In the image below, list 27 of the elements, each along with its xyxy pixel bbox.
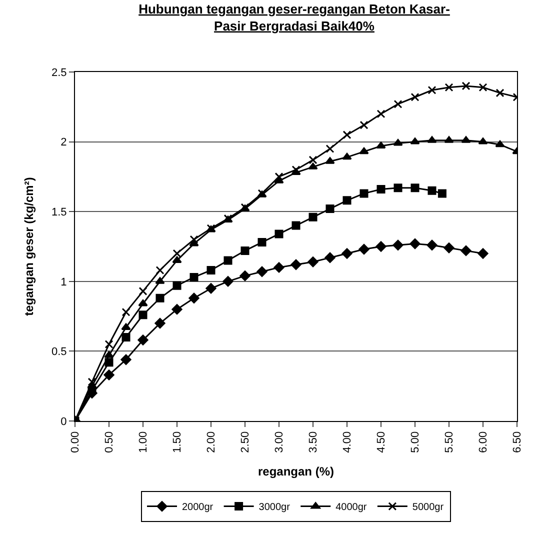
legend-label: 2000gr bbox=[182, 502, 214, 514]
x-tick-label: 6.50 bbox=[512, 431, 524, 453]
x-tick-label: 1.00 bbox=[138, 431, 150, 453]
y-tick-label: 1 bbox=[60, 276, 67, 288]
x-tick-label: 0.50 bbox=[104, 431, 116, 453]
legend-label: 4000gr bbox=[336, 502, 368, 514]
x-tick-label: 5.50 bbox=[444, 431, 456, 453]
x-tick-label: 5.00 bbox=[410, 431, 422, 453]
x-tick-label: 3.50 bbox=[308, 431, 320, 453]
x-axis-title: regangan (%) bbox=[258, 464, 334, 479]
y-tick-label: 0 bbox=[60, 416, 67, 428]
x-tick-label: 4.50 bbox=[376, 431, 388, 453]
x-tick-label: 2.50 bbox=[240, 431, 252, 453]
x-tick-label: 0.00 bbox=[70, 431, 82, 453]
chart-title: Hubungan tegangan geser-regangan Beton Kasar- Pasir Bergradasi Baik40% bbox=[138, 1, 450, 34]
y-tick-label: 2.5 bbox=[52, 66, 67, 79]
y-tick-label: 1.5 bbox=[52, 206, 67, 218]
legend-label: 3000gr bbox=[258, 502, 291, 514]
y-tick-label: 0.5 bbox=[52, 346, 67, 358]
x-tick-label: 6.00 bbox=[478, 431, 490, 453]
y-axis-title: tegangan geser (kg/cm²) bbox=[22, 177, 36, 316]
x-tick-label: 1.50 bbox=[172, 431, 184, 453]
x-tick-label: 3.00 bbox=[274, 431, 286, 453]
x-tick-label: 4.00 bbox=[342, 431, 354, 453]
legend-label: 5000gr bbox=[412, 502, 444, 514]
x-tick-label: 2.00 bbox=[206, 431, 218, 453]
y-tick-label: 2 bbox=[60, 136, 67, 149]
